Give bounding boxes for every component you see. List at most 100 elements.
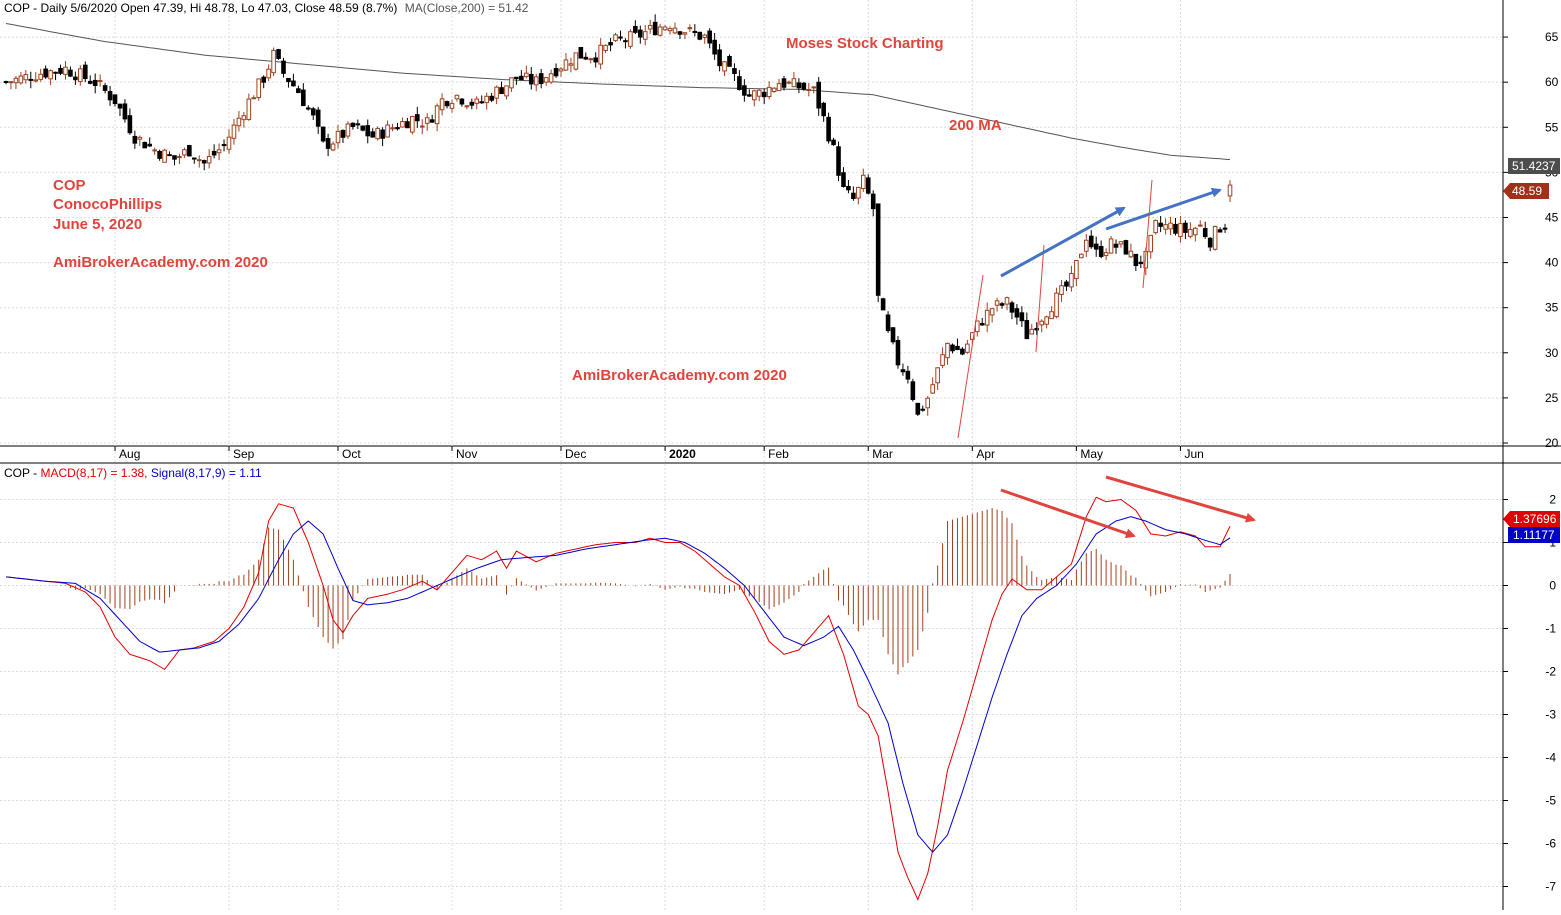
candle-body: [766, 86, 772, 98]
candle-body: [152, 149, 157, 152]
candle-body: [405, 121, 410, 129]
candle-body: [142, 141, 148, 149]
macd-pane-header: COP - MACD(8,17) = 1.38, Signal(8,17,9) …: [4, 466, 262, 480]
candle-body: [281, 60, 286, 74]
candle-body: [1004, 297, 1010, 305]
candle-body: [1059, 285, 1064, 296]
candle-body: [1138, 261, 1144, 265]
month-label: Dec: [565, 447, 586, 461]
candle-body: [266, 68, 271, 79]
candle-body: [979, 323, 985, 326]
candle-body: [672, 27, 678, 34]
price-axis-label: 25: [1545, 391, 1559, 405]
price-trend-arrow-2: [1105, 187, 1222, 231]
candle-body: [1222, 227, 1228, 230]
ma-value-tag-text: 51.4237: [1512, 159, 1556, 173]
macd-axis: -7-6-5-4-3-2-1012: [1503, 493, 1556, 894]
spike-line-1: [957, 274, 984, 439]
price-axis-label: 20: [1545, 436, 1559, 450]
candle-body: [1054, 292, 1059, 318]
candle-body: [776, 83, 782, 92]
candle-body: [410, 116, 415, 133]
candle-body: [73, 76, 78, 81]
candle-body: [122, 103, 128, 120]
candle-body: [385, 124, 390, 138]
candle-body: [1009, 302, 1015, 313]
candle-body: [1113, 243, 1119, 248]
candle-body: [722, 61, 727, 72]
candle-body: [811, 86, 817, 89]
candle-body: [1064, 281, 1069, 287]
candle-body: [499, 87, 504, 95]
candle-body: [727, 55, 732, 67]
candle-body: [172, 155, 177, 160]
macd-histogram: [50, 508, 1231, 675]
candle-body: [1178, 223, 1183, 238]
candle-body: [548, 73, 554, 83]
candle-body: [53, 71, 58, 74]
candle-body: [1044, 316, 1049, 325]
candle-body: [538, 73, 544, 85]
candle-body: [137, 136, 143, 140]
candle-body: [1019, 312, 1025, 322]
candle-body: [1217, 229, 1223, 233]
candle-body: [117, 103, 123, 109]
candle-body: [221, 144, 227, 147]
candle-body: [994, 300, 1000, 306]
price-header-ma: MA(Close,200) = 51.42: [405, 1, 529, 15]
candle-body: [206, 156, 212, 164]
candle-body: [761, 91, 767, 98]
candle-body: [390, 127, 395, 130]
candle-body: [821, 102, 826, 117]
price-axis-label: 35: [1545, 301, 1559, 315]
price-axis-label: 65: [1545, 30, 1559, 44]
candle-body: [637, 29, 643, 38]
candle-body: [58, 67, 63, 74]
ma200-line: [5, 23, 1231, 161]
candle-body: [588, 58, 594, 61]
candle-body: [870, 193, 876, 210]
chart-title-annotation: Moses Stock Charting: [786, 35, 944, 52]
macd-axis-label: -1: [1545, 622, 1556, 636]
candle-body: [756, 89, 762, 97]
candle-body: [489, 95, 494, 101]
candle-body: [786, 81, 792, 84]
month-label: Feb: [768, 447, 789, 461]
candle-body: [434, 105, 440, 125]
candle-body: [38, 73, 43, 80]
date-annotation: June 5, 2020: [53, 216, 142, 233]
candle-body: [1163, 224, 1168, 230]
candle-body: [999, 303, 1005, 306]
price-value-tag: 48.59: [1503, 183, 1549, 199]
month-label: Nov: [456, 447, 477, 461]
macd-axis-label: -5: [1545, 794, 1556, 808]
macd-header-prefix: COP -: [4, 466, 40, 480]
candle-body: [127, 115, 133, 134]
macd-trend-arrow-2: [1105, 475, 1256, 523]
candle-body: [742, 85, 747, 96]
candle-body: [796, 82, 802, 89]
value-tags: 51.4237 48.59 1.37696 1.11177: [1503, 158, 1560, 543]
candle-body: [509, 77, 514, 89]
macd-trend-arrow-1: [1000, 488, 1136, 539]
macd-axis-label: -4: [1545, 751, 1556, 765]
month-label: Oct: [342, 447, 361, 461]
company-annotation: ConocoPhillips: [53, 196, 162, 213]
candle-body: [182, 149, 187, 156]
spike-line-3: [1142, 179, 1153, 289]
candle-body: [935, 367, 940, 384]
candle-body: [910, 381, 916, 400]
candle-body: [33, 79, 39, 82]
candle-body: [330, 143, 336, 151]
candle-body: [504, 85, 509, 97]
candle-body: [895, 339, 901, 366]
candle-body: [1183, 222, 1188, 233]
candle-body: [603, 44, 608, 51]
candle-body: [543, 77, 549, 83]
candle-body: [360, 125, 366, 131]
candle-body: [305, 107, 311, 110]
month-label: Apr: [976, 447, 995, 461]
candle-body: [28, 78, 34, 81]
